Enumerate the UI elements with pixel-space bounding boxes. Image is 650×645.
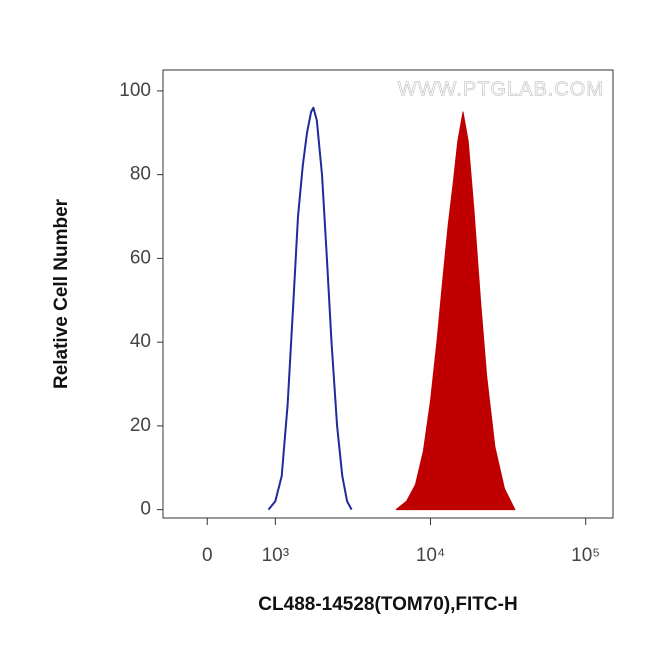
- x-axis-title: CL488-14528(TOM70),FITC-H: [258, 594, 517, 615]
- x-tick-label: 0: [202, 545, 213, 566]
- plot-frame: [162, 69, 614, 519]
- x-tick-label: 10⁵: [571, 545, 600, 566]
- histogram-area: [395, 111, 516, 511]
- watermark: WWW.PTGLAB.COM: [398, 78, 604, 100]
- y-axis-title: Relative Cell Number: [51, 198, 72, 389]
- y-tick-label: 80: [130, 164, 151, 185]
- x-tick-label: 10⁴: [416, 545, 445, 566]
- y-tick-label: 40: [130, 331, 151, 352]
- histogram-line: [267, 106, 353, 511]
- y-tick-label: 60: [130, 247, 151, 268]
- x-tick-label: 10³: [262, 545, 289, 566]
- y-tick-label: 20: [130, 415, 151, 436]
- y-tick-label: 0: [140, 499, 151, 520]
- y-tick-label: 100: [119, 80, 151, 101]
